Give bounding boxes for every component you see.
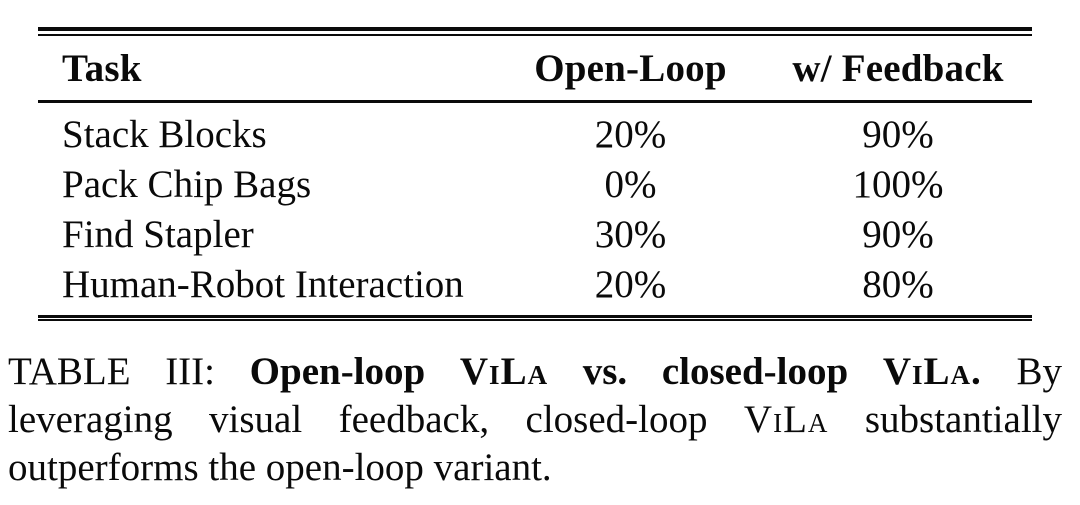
task-cell: Stack Blocks	[62, 112, 267, 156]
table-caption: TABLE III: Open-loop ViLa vs. closed-loo…	[8, 348, 1062, 492]
caption-segment: TABLE III:	[8, 350, 250, 393]
open-loop-cell: 30%	[594, 212, 667, 256]
column-header-open-loop: Open-Loop	[534, 46, 727, 90]
open-loop-cell: 20%	[594, 112, 667, 156]
caption-segment: vs. closed-loop	[548, 350, 883, 393]
caption-line-1: TABLE III: Open-loop ViLa vs. closed-loo…	[8, 348, 1062, 396]
open-loop-cell: 20%	[594, 262, 667, 306]
caption-segment: outperforms the open-loop variant.	[8, 446, 552, 489]
caption-segment: ViLa	[459, 350, 549, 393]
table-row: Find Stapler 30% 90%	[38, 209, 1032, 259]
w-feedback-cell: 100%	[852, 162, 944, 206]
table-row: Pack Chip Bags 0% 100%	[38, 159, 1032, 209]
table-top-rule	[38, 27, 1032, 36]
task-cell: Human-Robot Interaction	[62, 262, 464, 306]
w-feedback-cell: 90%	[862, 212, 934, 256]
table-body: Stack Blocks 20% 90% Pack Chip Bags 0% 1…	[38, 103, 1032, 315]
open-loop-cell: 0%	[604, 162, 657, 206]
caption-segment: substantially	[828, 398, 1062, 441]
column-header-w-feedback: w/ Feedback	[792, 46, 1004, 90]
table-header-row: Task Open-Loop w/ Feedback	[38, 36, 1032, 100]
task-cell: Find Stapler	[62, 212, 254, 256]
task-cell: Pack Chip Bags	[62, 162, 312, 206]
column-header-task: Task	[62, 46, 142, 90]
results-table: Task Open-Loop w/ Feedback Stack Blocks …	[38, 0, 1032, 321]
w-feedback-cell: 90%	[862, 112, 934, 156]
table-row: Human-Robot Interaction 20% 80%	[38, 259, 1032, 309]
caption-line-2: leveraging visual feedback, closed-loop …	[8, 396, 1062, 444]
table-row: Stack Blocks 20% 90%	[38, 109, 1032, 159]
caption-segment: ViLa	[743, 398, 829, 441]
caption-segment: Open-loop	[249, 350, 460, 393]
caption-line-3: outperforms the open-loop variant.	[8, 444, 1062, 492]
caption-segment: ViLa.	[882, 350, 982, 393]
caption-segment: By	[981, 350, 1062, 393]
table-bottom-rule	[38, 315, 1032, 321]
table-header-rule	[38, 100, 1032, 103]
w-feedback-cell: 80%	[862, 262, 934, 306]
caption-segment: leveraging visual feedback, closed-loop	[8, 398, 744, 441]
